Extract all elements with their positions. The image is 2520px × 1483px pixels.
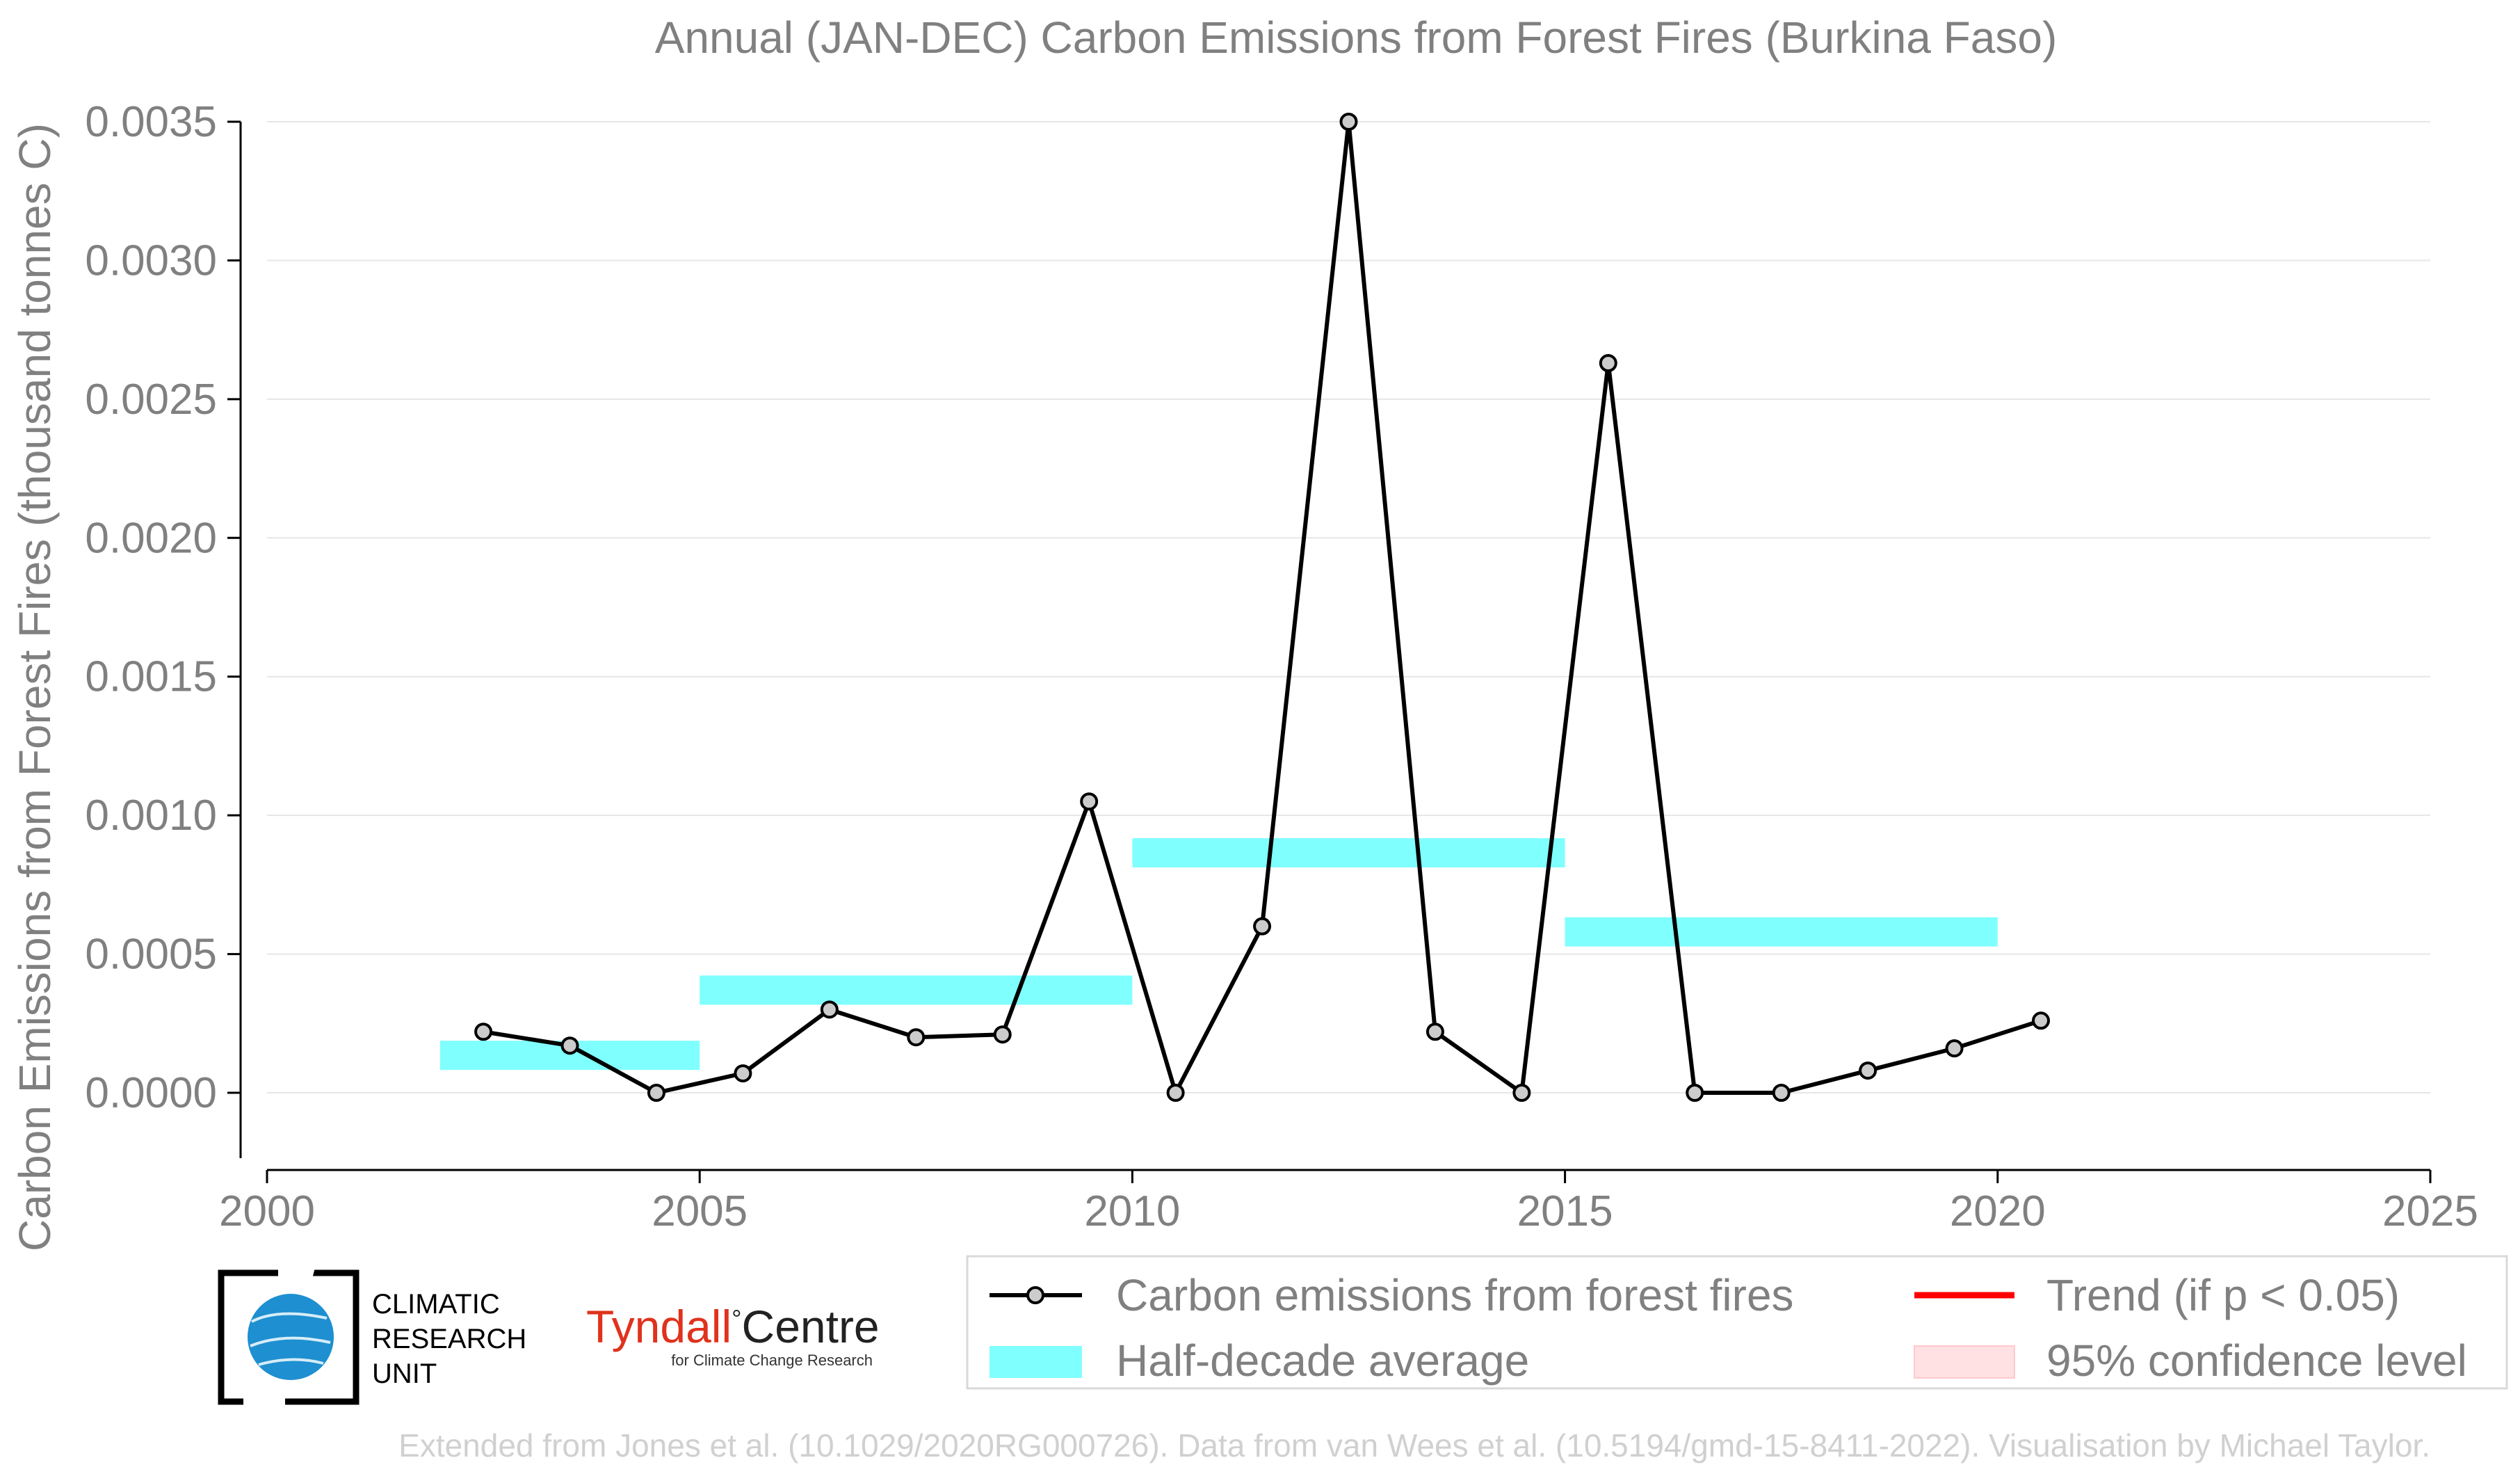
credit-line: Extended from Jones et al. (10.1029/2020… — [398, 1427, 2430, 1464]
y-axis-label: Carbon Emissions from Forest Fires (thou… — [10, 123, 60, 1251]
series-line — [483, 120, 2042, 1095]
series-line-path — [483, 120, 2042, 1095]
y-tick-label: 0.0030 — [85, 237, 217, 284]
data-point — [907, 1028, 926, 1047]
half-decade-bars — [439, 837, 1998, 1071]
data-point — [1599, 354, 1617, 373]
cru-logo-line-2: RESEARCH — [372, 1324, 526, 1354]
y-tick-label: 0.0000 — [85, 1069, 217, 1117]
data-point — [647, 1084, 665, 1102]
tyndall-logo-word-1: Tyndall — [586, 1301, 732, 1352]
legend-label-half-decade: Half-decade average — [1116, 1336, 1529, 1386]
y-tick-labels: 0.0000 0.0005 0.0010 0.0015 0.0020 0.0025 0.00… — [85, 98, 241, 1117]
x-tick-label: 2010 — [1084, 1187, 1180, 1235]
x-ticks: 2000 2005 2010 2015 2020 2025 — [219, 1170, 2478, 1235]
data-point — [1339, 113, 1358, 131]
data-point — [993, 1025, 1012, 1044]
tyndall-logo: Tyndall°Centre for Climate Change Resear… — [586, 1301, 880, 1369]
x-tick-label: 2015 — [1517, 1187, 1613, 1235]
chart-title: Annual (JAN-DEC) Carbon Emissions from F… — [655, 13, 2058, 63]
half-decade-bar — [1565, 917, 1998, 947]
data-point — [1686, 1084, 1704, 1102]
data-point — [2032, 1011, 2051, 1030]
legend: Carbon emissions from forest fires Trend… — [966, 1255, 2508, 1390]
data-point — [560, 1036, 579, 1055]
half-decade-bar — [1132, 837, 1565, 867]
half-decade-bar — [700, 975, 1133, 1005]
data-point — [1253, 917, 1272, 936]
legend-symbol-half-decade — [990, 1346, 1082, 1378]
y-tick-label: 0.0015 — [85, 653, 217, 701]
legend-label-trend: Trend (if p < 0.05) — [2046, 1270, 2400, 1320]
data-point — [1166, 1084, 1185, 1102]
data-point — [474, 1023, 493, 1041]
legend-box — [966, 1255, 2508, 1390]
legend-symbol-marker — [1026, 1286, 1044, 1304]
legend-symbol-confidence — [1914, 1345, 2015, 1379]
legend-label-series: Carbon emissions from forest fires — [1116, 1270, 1794, 1320]
cru-logo-line-3: UNIT — [372, 1358, 437, 1389]
y-tick-label: 0.0035 — [85, 98, 217, 146]
data-point — [1859, 1061, 1877, 1080]
y-tick-label: 0.0005 — [85, 931, 217, 979]
data-point — [820, 1000, 839, 1019]
y-tick-label: 0.0010 — [85, 792, 217, 840]
tyndall-logo-degree: ° — [732, 1304, 741, 1333]
y-tick-label: 0.0025 — [85, 376, 217, 424]
data-point — [1080, 792, 1099, 811]
data-point — [1772, 1084, 1791, 1102]
data-point — [1425, 1023, 1444, 1041]
x-tick-label: 2000 — [219, 1187, 315, 1235]
cru-logo: CLIMATIC RESEARCH UNIT — [218, 1266, 526, 1408]
tyndall-logo-subtitle: for Climate Change Research — [671, 1352, 873, 1369]
x-tick-label: 2005 — [652, 1187, 748, 1235]
y-tick-label: 0.0020 — [85, 514, 217, 562]
gridlines — [267, 121, 2430, 1093]
series-points — [474, 113, 2051, 1102]
tyndall-logo-word-2: Centre — [742, 1301, 880, 1352]
data-point — [734, 1064, 752, 1083]
svg-text:Tyndall°Centre: Tyndall°Centre — [586, 1301, 880, 1352]
cru-logo-line-1: CLIMATIC — [372, 1289, 500, 1320]
x-tick-label: 2025 — [2382, 1187, 2478, 1235]
legend-label-confidence: 95% confidence level — [2046, 1336, 2467, 1386]
x-tick-label: 2020 — [1950, 1187, 2046, 1235]
data-point — [1945, 1039, 1964, 1058]
data-point — [1512, 1084, 1531, 1102]
